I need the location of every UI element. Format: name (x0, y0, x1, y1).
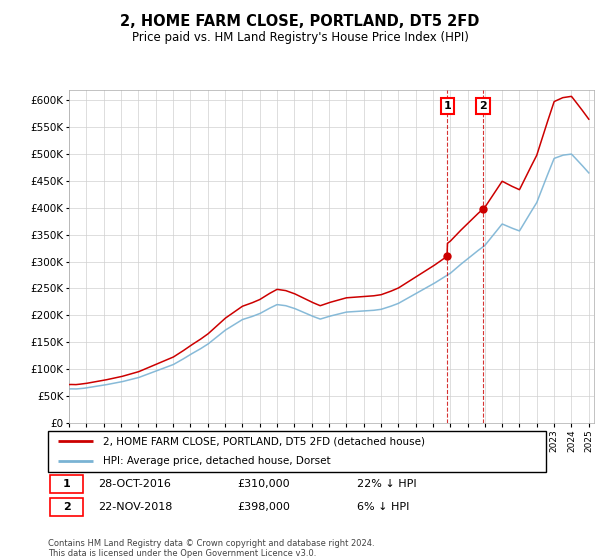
Text: 1: 1 (443, 101, 451, 111)
Bar (50, 498, 83, 516)
Text: 1: 1 (63, 479, 71, 489)
Text: 22% ↓ HPI: 22% ↓ HPI (357, 479, 416, 489)
Text: 2, HOME FARM CLOSE, PORTLAND, DT5 2FD: 2, HOME FARM CLOSE, PORTLAND, DT5 2FD (121, 14, 479, 29)
Text: 28-OCT-2016: 28-OCT-2016 (98, 479, 170, 489)
Bar (50, 475, 83, 493)
Text: 2: 2 (63, 502, 71, 512)
Text: 2, HOME FARM CLOSE, PORTLAND, DT5 2FD (detached house): 2, HOME FARM CLOSE, PORTLAND, DT5 2FD (d… (103, 436, 425, 446)
Text: 6% ↓ HPI: 6% ↓ HPI (357, 502, 409, 512)
Text: 22-NOV-2018: 22-NOV-2018 (98, 502, 172, 512)
Text: 2: 2 (479, 101, 487, 111)
Text: £310,000: £310,000 (237, 479, 290, 489)
Text: Contains HM Land Registry data © Crown copyright and database right 2024.
This d: Contains HM Land Registry data © Crown c… (48, 539, 374, 558)
Text: £398,000: £398,000 (237, 502, 290, 512)
Text: HPI: Average price, detached house, Dorset: HPI: Average price, detached house, Dors… (103, 456, 331, 465)
Text: Price paid vs. HM Land Registry's House Price Index (HPI): Price paid vs. HM Land Registry's House … (131, 31, 469, 44)
